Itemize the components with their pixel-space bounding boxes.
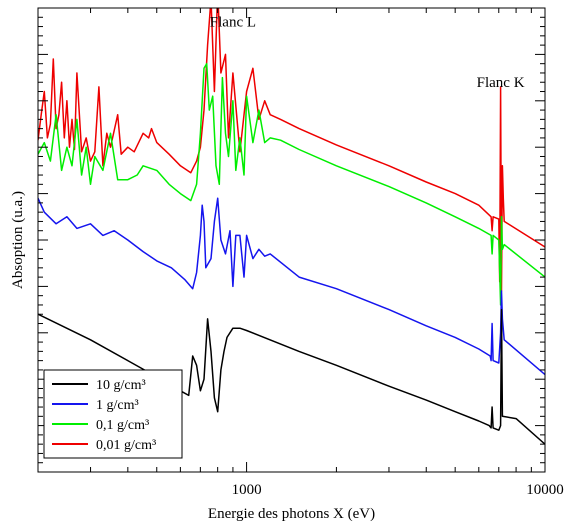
x-tick-label: 10000 <box>526 482 564 498</box>
legend-label: 0,01 g/cm³ <box>96 438 156 453</box>
legend-label: 10 g/cm³ <box>96 378 146 393</box>
x-axis-title: Energie des photons X (eV) <box>208 506 375 522</box>
series-line <box>38 308 545 445</box>
series-line <box>38 8 545 292</box>
annotation-label: Flanc K <box>477 75 525 91</box>
x-tick-label: 1000 <box>232 482 262 498</box>
legend: 10 g/cm³ 1 g/cm³ 0,1 g/cm³ 0,01 g/cm³ <box>43 369 183 459</box>
plot-area <box>38 8 545 445</box>
series-line <box>38 197 545 376</box>
legend-label: 0,1 g/cm³ <box>96 418 149 433</box>
legend-label: 1 g/cm³ <box>96 398 139 413</box>
series-line <box>38 62 545 306</box>
chart-labels: 1000 10000 Energie des photons X (eV) Absop… <box>10 15 564 522</box>
axes <box>37 7 546 473</box>
y-axis-title: Absoption (u.a.) <box>10 191 26 289</box>
annotation-label: Flanc L <box>210 15 256 31</box>
